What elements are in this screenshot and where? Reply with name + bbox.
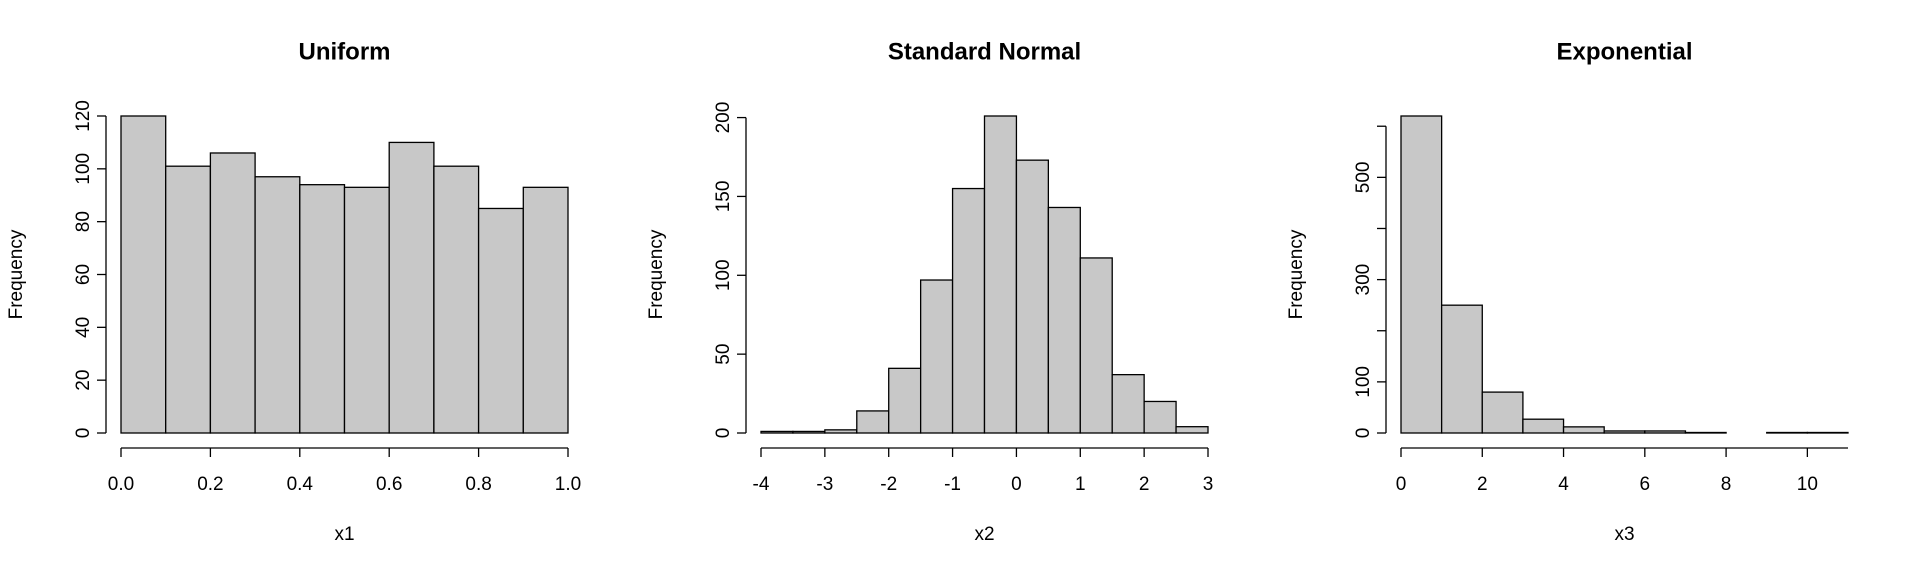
bar (1400, 115, 1443, 434)
bar (824, 429, 858, 434)
bar (760, 430, 794, 434)
y-tick-label: 100 (1353, 366, 1374, 398)
y-tick-label: 0 (73, 428, 94, 439)
bar (1143, 400, 1177, 434)
chart-title: Standard Normal (888, 38, 1081, 65)
bar (1644, 430, 1687, 434)
bar (299, 184, 346, 434)
x-axis-label: x1 (334, 524, 354, 545)
y-axis-label: Frequency (646, 229, 667, 319)
x-axis-label: x3 (1614, 524, 1634, 545)
y-tick-label: 100 (713, 259, 734, 291)
x-tick-label: -2 (880, 474, 897, 495)
x-tick-label: 0.0 (108, 474, 134, 495)
bar (1766, 431, 1809, 434)
bar (951, 187, 986, 434)
bar (1079, 257, 1113, 434)
y-tick-label: 200 (713, 102, 734, 134)
x-tick-label: 10 (1797, 474, 1818, 495)
bar (1562, 426, 1605, 434)
bar (388, 141, 435, 434)
bar (1481, 391, 1524, 434)
y-tick-label: 500 (1353, 162, 1374, 194)
bar (165, 165, 212, 434)
bar (919, 279, 954, 434)
y-tick-label: 150 (713, 181, 734, 213)
y-tick-label: 80 (73, 211, 94, 232)
x-tick-label: 2 (1477, 474, 1488, 495)
bar (1175, 426, 1209, 434)
y-tick-label: 40 (73, 317, 94, 338)
chart-title: Uniform (299, 38, 391, 65)
x-tick-label: 0 (1011, 474, 1022, 495)
chart-title: Exponential (1556, 38, 1692, 65)
x-tick-label: -3 (816, 474, 833, 495)
x-tick-label: 4 (1558, 474, 1569, 495)
bar (1015, 159, 1050, 434)
x-tick-label: 0.2 (197, 474, 223, 495)
bar (983, 115, 1018, 434)
bar (343, 186, 390, 434)
bar (433, 165, 480, 434)
bar (888, 367, 922, 434)
y-axis-label: Frequency (1286, 229, 1307, 319)
bar (1684, 431, 1727, 434)
bar (1111, 373, 1145, 434)
y-tick-label: 300 (1353, 264, 1374, 296)
bar (120, 115, 167, 434)
y-axis-label: Frequency (6, 229, 27, 319)
x-tick-label: 0 (1396, 474, 1407, 495)
bar (792, 430, 826, 434)
x-tick-label: 3 (1203, 474, 1214, 495)
x-tick-label: -1 (944, 474, 961, 495)
x-tick-label: 0.4 (287, 474, 314, 495)
bar (522, 186, 569, 434)
y-tick-label: 50 (713, 344, 734, 365)
bar (254, 176, 301, 434)
x-tick-label: 0.6 (376, 474, 402, 495)
x-tick-label: 1 (1075, 474, 1086, 495)
bar (1806, 431, 1849, 434)
y-tick-label: 100 (73, 153, 94, 185)
y-tick-label: 0 (1353, 428, 1374, 439)
y-tick-label: 20 (73, 370, 94, 391)
bar (1603, 430, 1646, 434)
bar (209, 152, 256, 434)
y-tick-label: 60 (73, 264, 94, 285)
bar (1047, 206, 1081, 434)
x-tick-label: 1.0 (555, 474, 581, 495)
y-tick-label: 120 (73, 100, 94, 132)
x-tick-label: 0.8 (465, 474, 491, 495)
y-tick-label: 0 (713, 428, 734, 439)
x-axis-label: x2 (974, 524, 994, 545)
bar (856, 410, 890, 434)
x-tick-label: 2 (1139, 474, 1150, 495)
x-tick-label: 6 (1640, 474, 1651, 495)
bar (1440, 304, 1483, 434)
bar (1522, 418, 1565, 434)
x-tick-label: -4 (753, 474, 770, 495)
x-tick-label: 8 (1721, 474, 1732, 495)
bar (477, 207, 524, 434)
